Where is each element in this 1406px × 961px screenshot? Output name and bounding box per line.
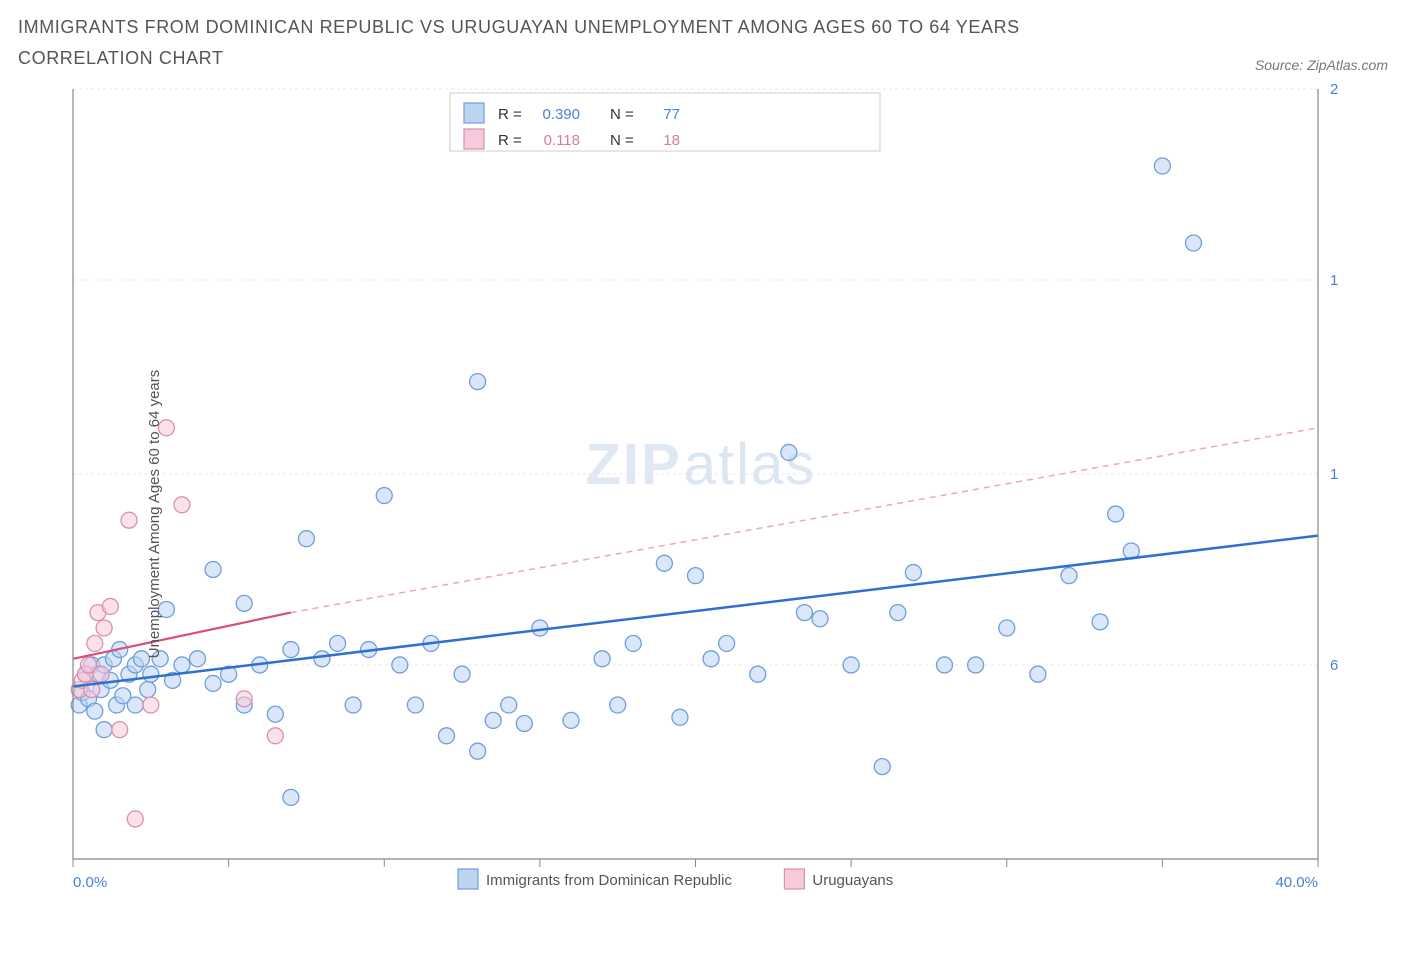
data-point [205, 676, 221, 692]
data-point [174, 497, 190, 513]
data-point [205, 562, 221, 578]
data-point [905, 565, 921, 581]
data-point [781, 445, 797, 461]
legend-r-label: R = [498, 106, 522, 123]
data-point [190, 651, 206, 667]
data-point [1092, 614, 1108, 630]
legend-r-value: 0.390 [542, 106, 580, 123]
data-point [121, 512, 137, 528]
x-tick-label: 0.0% [73, 874, 107, 891]
data-point [140, 682, 156, 698]
y-tick-label: 6.3% [1330, 657, 1338, 674]
data-point [688, 568, 704, 584]
y-axis-label: Unemployment Among Ages 60 to 64 years [146, 370, 163, 659]
data-point [87, 636, 103, 652]
data-point [501, 697, 517, 713]
correlation-scatter-chart: 6.3% 12.5% 18.8% 25.0% ZIPatlas 0.0% 40.0% R = 0… [18, 79, 1338, 949]
chart-title: IMMIGRANTS FROM DOMINICAN REPUBLIC VS UR… [18, 12, 1118, 73]
data-point [96, 620, 112, 636]
data-point [314, 651, 330, 667]
data-point [516, 716, 532, 732]
data-point [843, 657, 859, 673]
bottom-legend-swatch [458, 869, 478, 889]
data-point [796, 605, 812, 621]
trend-line-dominican [73, 536, 1318, 687]
data-point [376, 488, 392, 504]
data-point [96, 722, 112, 738]
data-point [174, 657, 190, 673]
data-point [812, 611, 828, 627]
x-tick-label: 40.0% [1275, 874, 1318, 891]
legend-r-value: 0.118 [544, 132, 580, 149]
data-point [750, 666, 766, 682]
legend-n-label: N = [610, 106, 634, 123]
data-point [719, 636, 735, 652]
bottom-legend-label: Uruguayans [812, 872, 893, 889]
bottom-legend-swatch [784, 869, 804, 889]
data-point [93, 666, 109, 682]
source-label: Source: ZipAtlas.com [1255, 57, 1388, 73]
data-point [267, 728, 283, 744]
data-point [392, 657, 408, 673]
data-point [703, 651, 719, 667]
legend-n-value: 77 [663, 106, 680, 123]
data-point [610, 697, 626, 713]
data-point [439, 728, 455, 744]
data-point [672, 710, 688, 726]
data-point [1108, 506, 1124, 522]
legend-n-value: 18 [663, 132, 680, 149]
legend-swatch [464, 129, 484, 149]
data-point [874, 759, 890, 775]
data-point [625, 636, 641, 652]
data-point [330, 636, 346, 652]
data-point [968, 657, 984, 673]
data-point [127, 697, 143, 713]
data-point [283, 642, 299, 658]
watermark: ZIPatlas [586, 432, 817, 497]
data-point [102, 599, 118, 615]
data-point [890, 605, 906, 621]
legend-r-label: R = [498, 132, 522, 149]
data-point [1061, 568, 1077, 584]
data-point [236, 596, 252, 612]
legend-swatch [464, 103, 484, 123]
data-point [454, 666, 470, 682]
data-point [485, 713, 501, 729]
data-point [407, 697, 423, 713]
data-point [112, 722, 128, 738]
data-point [345, 697, 361, 713]
data-point [298, 531, 314, 547]
data-point [267, 706, 283, 722]
data-point [143, 666, 159, 682]
bottom-legend-label: Immigrants from Dominican Republic [486, 872, 732, 889]
y-tick-label: 25.0% [1330, 81, 1338, 98]
data-point [1030, 666, 1046, 682]
data-point [594, 651, 610, 667]
data-point [1154, 158, 1170, 174]
data-point [127, 811, 143, 827]
data-point [470, 743, 486, 759]
data-point [143, 697, 159, 713]
data-point [1186, 235, 1202, 251]
data-point [999, 620, 1015, 636]
data-point [236, 691, 252, 707]
y-tick-label: 12.5% [1330, 466, 1338, 483]
data-point [87, 703, 103, 719]
data-point [283, 790, 299, 806]
data-point [470, 374, 486, 390]
y-tick-label: 18.8% [1330, 272, 1338, 289]
data-point [656, 556, 672, 572]
data-point [563, 713, 579, 729]
data-point [937, 657, 953, 673]
legend-n-label: N = [610, 132, 634, 149]
